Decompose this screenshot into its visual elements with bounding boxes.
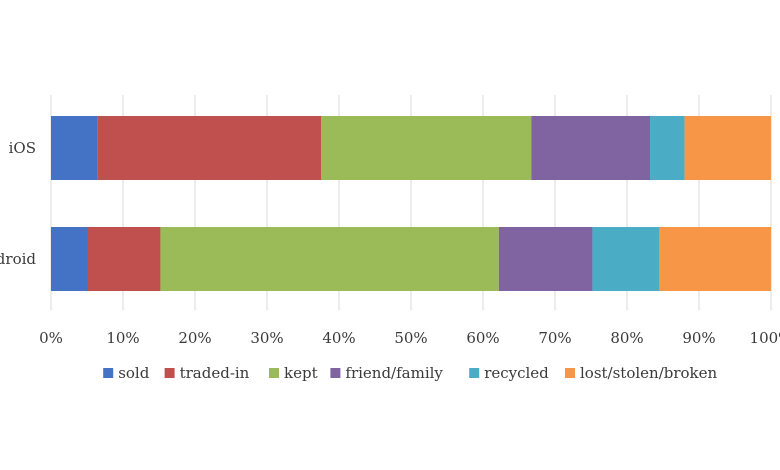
legend-swatch — [469, 368, 480, 378]
category-label: iOS — [9, 139, 36, 157]
legend-swatch — [269, 368, 279, 378]
bar-ios-lost-stolen-broken — [684, 116, 771, 180]
x-tick-label: 50% — [394, 329, 427, 347]
legend-label: recycled — [484, 364, 549, 382]
bar-android-traded-in — [87, 227, 161, 291]
legend-item-lost-stolen-broken: lost/stolen/broken — [565, 364, 718, 382]
x-tick-label: 20% — [178, 329, 211, 347]
legend-item-kept: kept — [269, 364, 318, 382]
x-tick-label: 70% — [538, 329, 571, 347]
x-tick-label: 80% — [610, 329, 643, 347]
bar-android-recycled — [592, 227, 660, 291]
legend-label: kept — [284, 364, 318, 382]
legend-label: sold — [118, 364, 150, 382]
legend-item-sold: sold — [103, 364, 150, 382]
x-tick-label: 40% — [322, 329, 355, 347]
legend-label: friend/family — [345, 364, 443, 382]
x-tick-label: 10% — [106, 329, 139, 347]
category-label: droid — [0, 250, 36, 268]
legend-swatch — [164, 368, 175, 378]
legend-label: lost/stolen/broken — [580, 364, 718, 382]
category-axis: iOS droid — [0, 139, 36, 268]
bar-ios-friend-family — [531, 116, 651, 180]
legend-item-recycled: recycled — [469, 364, 549, 382]
legend-label: traded-in — [180, 364, 250, 382]
x-tick-label: 90% — [682, 329, 715, 347]
legend-item-friend-family: friend/family — [330, 364, 443, 382]
bar-ios-sold — [51, 116, 98, 180]
legend-swatch — [330, 368, 341, 378]
bars — [51, 116, 771, 291]
legend-swatch — [103, 368, 114, 378]
bar-android-kept — [160, 227, 499, 291]
bar-android-lost-stolen-broken — [659, 227, 771, 291]
bar-ios-traded-in — [97, 116, 321, 180]
x-tick-label: 100% — [750, 329, 780, 347]
bar-android-friend-family — [498, 227, 593, 291]
x-axis: 0% 10% 20% 30% 40% 50% 60% 70% 80% 90% 100% — [39, 329, 780, 347]
legend: sold traded-in kept friend/family recycled lo… — [103, 364, 718, 382]
x-tick-label: 30% — [250, 329, 283, 347]
bar-ios-kept — [321, 116, 532, 180]
legend-item-traded-in: traded-in — [164, 364, 250, 382]
x-tick-label: 0% — [39, 329, 63, 347]
legend-swatch — [565, 368, 575, 378]
bar-android-sold — [51, 227, 87, 291]
x-tick-label: 60% — [466, 329, 499, 347]
bar-ios-recycled — [650, 116, 685, 180]
